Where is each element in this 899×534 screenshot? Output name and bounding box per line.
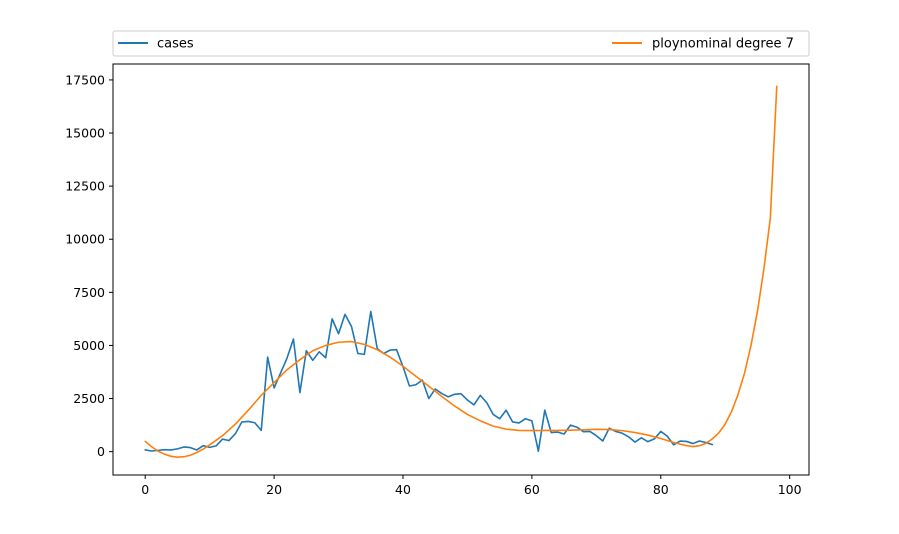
x-tick-label: 100 [778, 482, 802, 497]
plot-area [113, 64, 809, 475]
x-tick-label: 40 [395, 482, 411, 497]
series-line-polynomial [144, 85, 778, 458]
legend-label-cases: cases [157, 37, 194, 52]
series-layer [144, 85, 778, 458]
x-tick-label: 20 [266, 482, 282, 497]
y-tick-label: 12500 [65, 179, 105, 194]
y-tick-label: 10000 [65, 232, 105, 247]
y-tick-label: 7500 [73, 285, 105, 300]
series-line-cases [144, 310, 714, 453]
legend-label-polynomial: ploynominal degree 7 [652, 37, 794, 52]
y-axis: 0 2500 5000 7500 10000 12500 15000 17500 [65, 72, 113, 459]
y-tick-label: 17500 [65, 72, 105, 87]
legend-box [112, 30, 810, 57]
y-tick-label: 15000 [65, 126, 105, 141]
plot-frame [112, 63, 810, 476]
y-tick-label: 5000 [73, 338, 105, 353]
legend: cases ploynominal degree 7 [112, 30, 810, 57]
x-tick-label: 60 [524, 482, 540, 497]
x-tick-label: 80 [653, 482, 669, 497]
y-tick-label: 2500 [73, 391, 105, 406]
x-axis: 0 20 40 60 80 100 [141, 475, 802, 497]
x-tick-label: 0 [141, 482, 149, 497]
y-tick-label: 0 [97, 444, 105, 459]
